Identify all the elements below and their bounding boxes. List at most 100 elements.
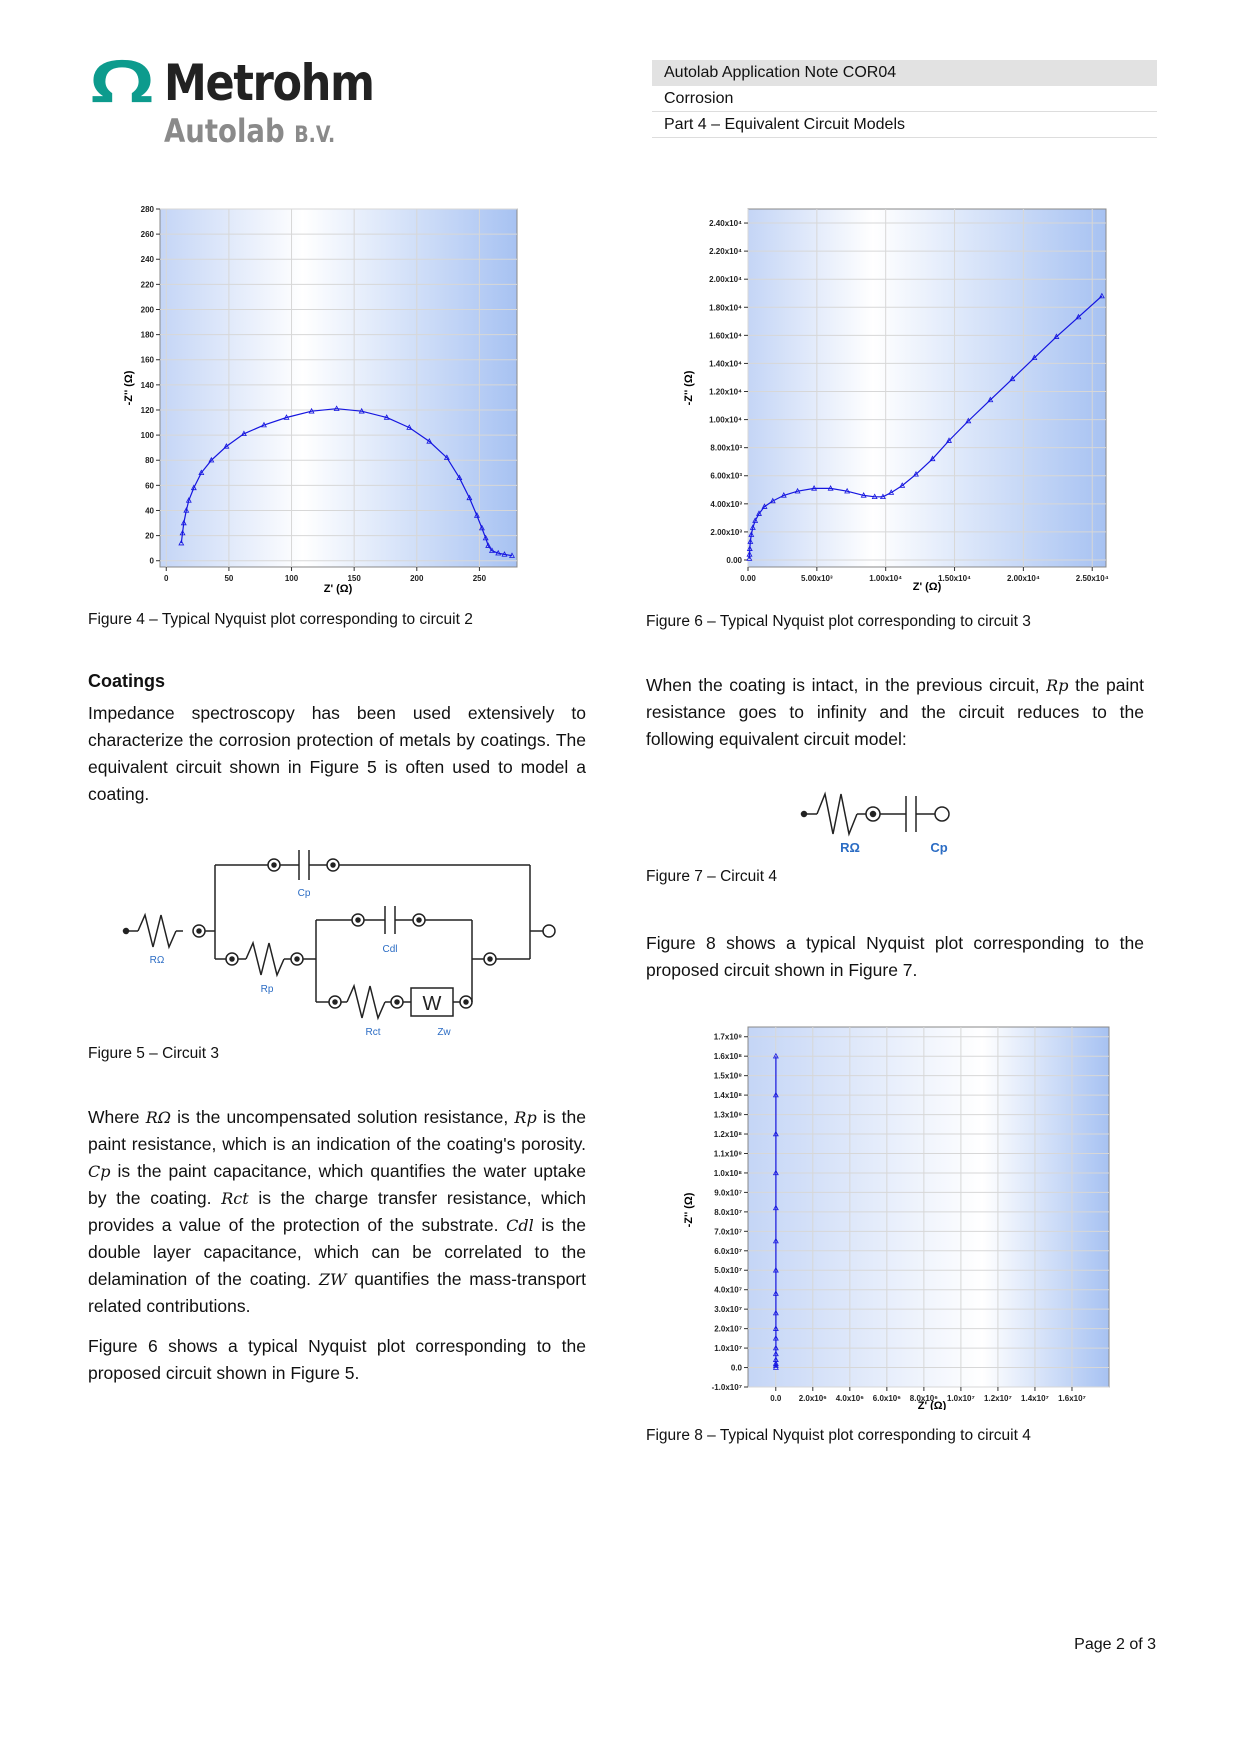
y-tick-label: 260 [141, 230, 155, 239]
x-tick-label: 1.4x10⁷ [1021, 1394, 1049, 1403]
x-tick-label: 0 [164, 574, 169, 583]
terminal-open-right [934, 806, 950, 822]
x-tick-label: 50 [224, 574, 233, 583]
y-tick-label: 240 [141, 255, 155, 264]
y-tick-label: 6.0x10⁷ [714, 1247, 742, 1256]
resistor-r-ohm [137, 912, 177, 950]
x-tick-label: 0.0 [770, 1394, 782, 1403]
y-tick-label: 7.0x10⁷ [714, 1227, 742, 1236]
data-point [198, 469, 205, 475]
y-tick-label: 6.00x10³ [710, 472, 742, 481]
x-tick-label: 200 [410, 574, 424, 583]
data-point [185, 497, 192, 503]
y-tick-label: 200 [141, 305, 155, 314]
data-point [987, 396, 994, 403]
x-tick-label: 150 [347, 574, 361, 583]
data-point [1098, 292, 1105, 299]
y-axis-label: -Z'' (Ω) [123, 370, 135, 405]
y-tick-label: 1.00x10⁴ [709, 416, 742, 425]
data-point [827, 485, 834, 491]
data-point [1031, 354, 1038, 361]
page-number: Page 2 of 3 [1074, 1636, 1156, 1653]
symbol-r-ohm: RΩ [145, 1108, 172, 1127]
data-point [772, 1204, 779, 1211]
data-point [772, 1130, 779, 1137]
data-point [748, 531, 755, 537]
data-point [223, 443, 230, 449]
x-tick-label: 0.00 [740, 574, 756, 583]
y-tick-label: 5.0x10⁷ [714, 1266, 742, 1275]
y-tick-label: 1.20x10⁴ [709, 388, 742, 397]
data-point [509, 552, 515, 558]
label-cdl: Cdl [382, 944, 397, 955]
data-point [772, 1335, 779, 1341]
text-segment: When the coating is intact, in the previ… [646, 675, 1047, 695]
y-tick-label: 1.7x10⁸ [714, 1033, 742, 1042]
y-tick-label: 1.3x10⁸ [714, 1111, 742, 1120]
figure-8-caption: Figure 8 – Typical Nyquist plot correspo… [646, 1427, 1031, 1444]
header-box: Autolab Application Note COR04 Corrosion… [652, 60, 1157, 138]
data-point [946, 437, 952, 443]
text-segment: Where [88, 1107, 146, 1127]
data-point [772, 1052, 779, 1059]
data-point [208, 456, 215, 463]
text-segment: is the paint capacitance, which quantifi… [88, 1161, 586, 1208]
figure-5-circuit-3-diagram: W Cp Cdl RΩ Rp Rct Zw [122, 850, 556, 1038]
y-tick-label: 4.00x10³ [710, 500, 742, 509]
logo-name: Metrohm [164, 54, 375, 112]
text-segment: is the paint resistance, which is an ind… [88, 1107, 586, 1154]
coatings-intro-paragraph: Impedance spectroscopy has been used ext… [88, 703, 586, 804]
data-point [899, 482, 906, 488]
resistor-rp [245, 940, 285, 978]
data-point [333, 405, 340, 411]
symbol-rct: Rct [221, 1189, 249, 1208]
x-axis-label: Z' (Ω) [918, 1400, 947, 1410]
y-tick-label: 8.0x10⁷ [714, 1208, 742, 1217]
label-rp: Rp [261, 984, 274, 995]
x-tick-label: 8.0x10⁶ [910, 1394, 938, 1403]
y-tick-label: 1.0x10⁸ [714, 1169, 742, 1178]
data-point [860, 492, 867, 498]
symbol-rp: Rp [1046, 676, 1069, 695]
data-point [178, 539, 185, 546]
data-point [443, 454, 450, 460]
y-tick-label: 120 [141, 406, 155, 415]
metrohm-logo-mark [92, 59, 152, 103]
data-point [183, 507, 190, 513]
header-title: Autolab Application Note COR04 [652, 60, 1157, 86]
data-point [190, 484, 197, 491]
data-point [308, 407, 315, 414]
x-tick-label: 2.00x10⁴ [1007, 574, 1040, 583]
logo-sub-suffix: B.V. [294, 123, 336, 148]
x-tick-label: 1.00x10⁴ [869, 574, 902, 583]
data-point [811, 485, 818, 491]
data-point [426, 438, 433, 444]
y-tick-label: 2.0x10⁷ [714, 1325, 742, 1334]
figure-5-caption: Figure 5 – Circuit 3 [88, 1045, 219, 1062]
y-tick-label: 0.00 [726, 556, 742, 565]
x-tick-label: 2.0x10⁶ [799, 1394, 827, 1403]
data-point [844, 487, 851, 494]
data-point [466, 494, 473, 501]
data-point [761, 503, 768, 509]
x-tick-label: 6.0x10⁶ [873, 1394, 901, 1403]
figure-8-nyquist-plot: 0.0 2.0x10⁶ 4.0x10⁶ 6.0x10⁶ 8.0x10⁶ 1.0x10⁷ 1.… [683, 1026, 1110, 1410]
data-point [929, 455, 936, 462]
terminal-dot-left [122, 927, 130, 935]
data-point [772, 1290, 779, 1296]
data-point [456, 474, 463, 481]
figure-7-caption: Figure 7 – Circuit 4 [646, 868, 777, 885]
data-point [1053, 333, 1060, 339]
data-point [871, 493, 878, 500]
text-segment: quantifies the mass-transport related co… [88, 1269, 586, 1316]
figure-6-caption: Figure 6 – Typical Nyquist plot correspo… [646, 613, 1031, 630]
figure-6-intro-paragraph: Figure 6 shows a typical Nyquist plot co… [88, 1336, 586, 1383]
logo-sub-text: Autolab [164, 112, 285, 150]
y-tick-label: 1.6x10⁸ [714, 1052, 742, 1061]
x-tick-label: 1.6x10⁷ [1058, 1394, 1086, 1403]
y-tick-label: 180 [141, 331, 155, 340]
plot-area [747, 1026, 1110, 1388]
data-point [501, 551, 508, 557]
y-tick-label: 3.0x10⁷ [714, 1305, 742, 1314]
y-tick-label: 2.00x10³ [710, 528, 742, 537]
